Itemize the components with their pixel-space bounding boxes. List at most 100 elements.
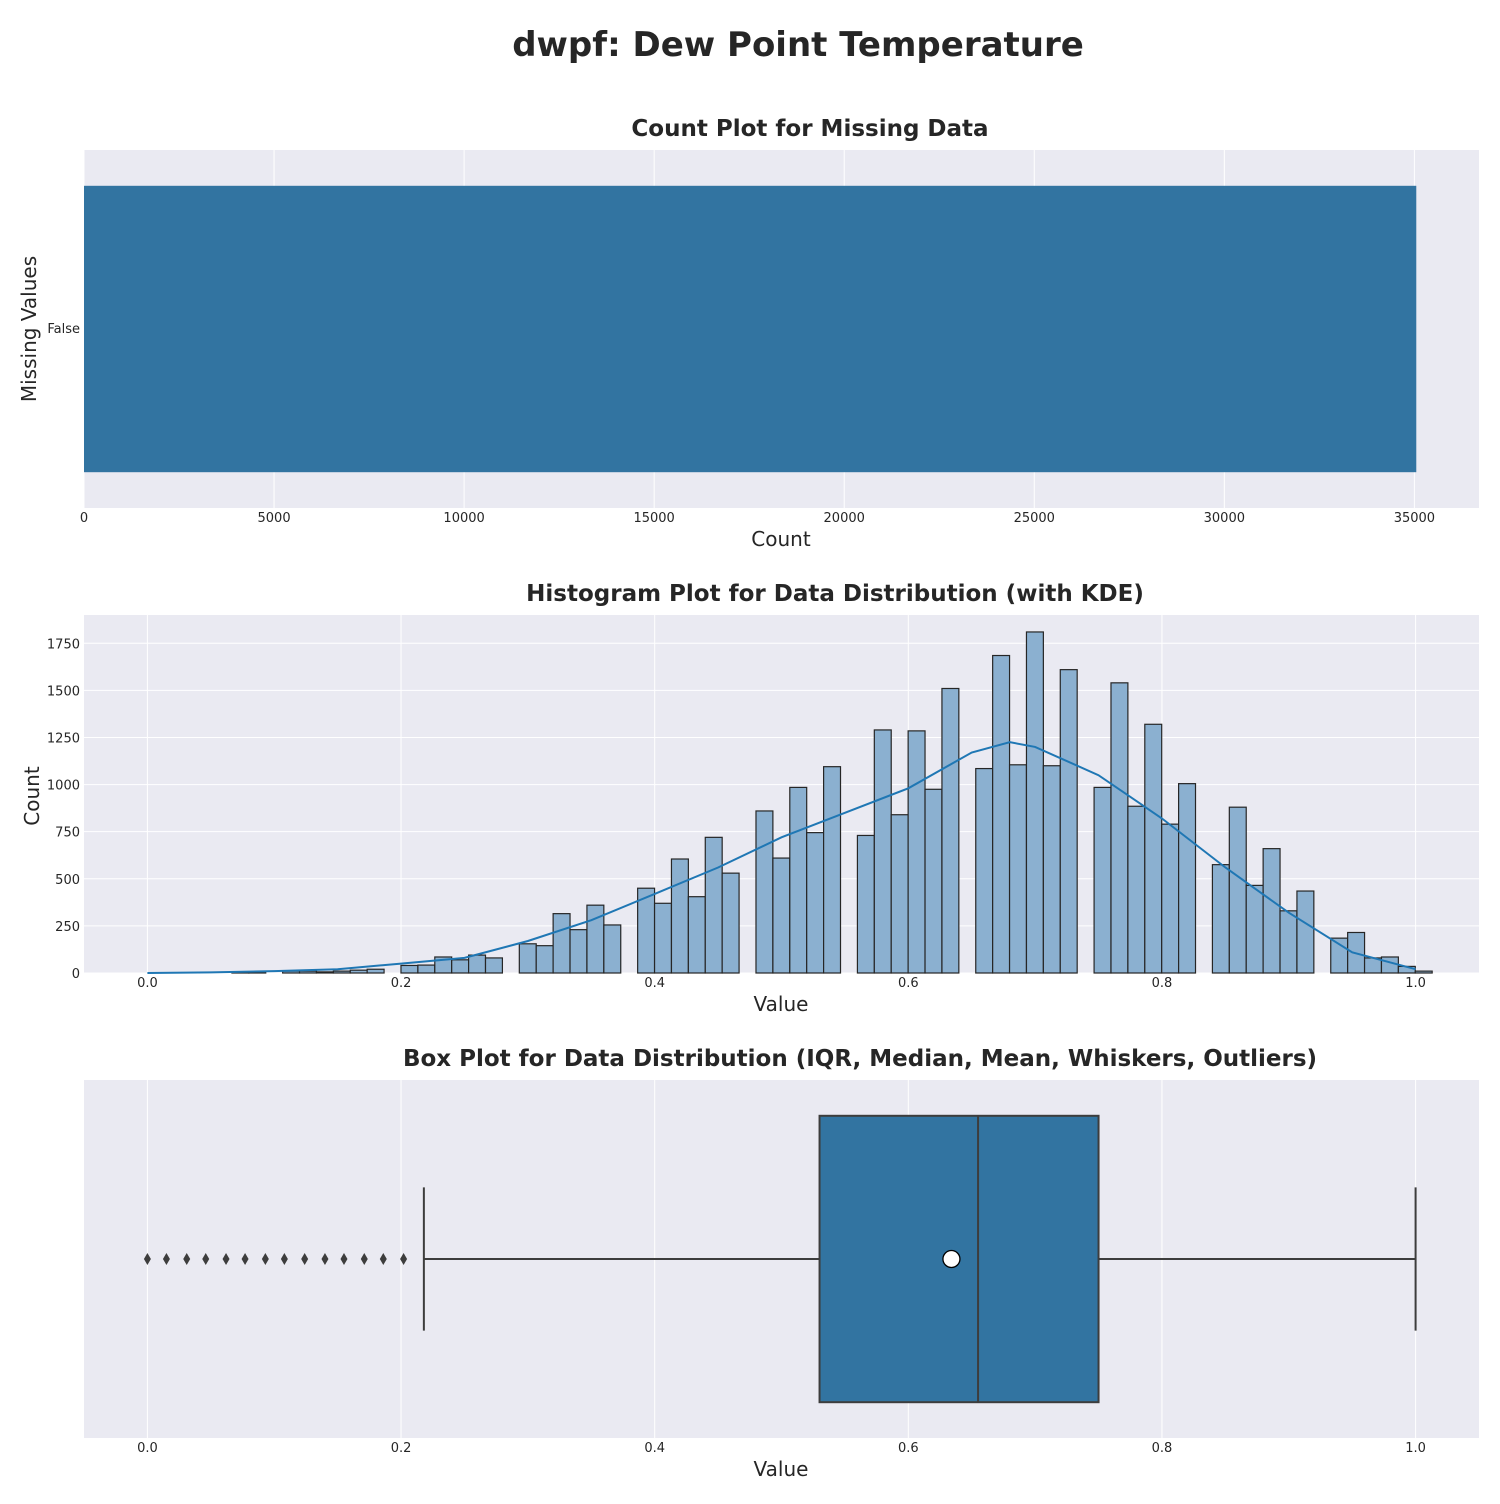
histogram-bar [1245, 884, 1264, 974]
histogram-x-axis-label: Value [754, 992, 809, 1016]
histogram-bar [823, 766, 842, 974]
count-plot-x-tick-label: 5000 [258, 511, 291, 526]
histogram-bar [670, 858, 689, 974]
outlier-marker [143, 1253, 151, 1265]
outlier-marker [241, 1253, 249, 1265]
count-plot-x-tick-label: 25000 [1014, 511, 1055, 526]
histogram-y-tick-label: 1000 [47, 779, 80, 794]
count-plot-x-tick-label: 30000 [1204, 511, 1245, 526]
histogram-x-tick-label: 0.8 [1152, 976, 1173, 991]
histogram-bar [535, 945, 554, 974]
count-plot: Count Plot for Missing Data 0 5000 10000 15… [17, 116, 1479, 551]
count-plot-x-axis-label: Count [751, 527, 811, 551]
count-plot-x-tick-label: 20000 [824, 511, 865, 526]
histogram-bar [332, 970, 351, 974]
count-plot-category-label: False [47, 322, 80, 337]
count-plot-x-tick-label: 35000 [1394, 511, 1435, 526]
histogram-bar [789, 786, 808, 974]
histogram-bar [1144, 723, 1163, 974]
histogram-bar [366, 968, 385, 974]
histogram-y-tick-label: 1750 [47, 637, 80, 652]
histogram-kde [147, 741, 1416, 974]
outlier-marker [202, 1253, 210, 1265]
count-plot-title: Count Plot for Missing Data [631, 116, 988, 142]
histogram-bar [907, 730, 926, 974]
outlier-marker [360, 1253, 368, 1265]
histogram-y-tick-label: 250 [55, 920, 80, 935]
histogram-bar [451, 959, 470, 974]
histogram-bars [231, 631, 1433, 974]
histogram-bar [1025, 631, 1044, 974]
histogram-bar [484, 957, 504, 974]
histogram-bar [1228, 806, 1247, 974]
histogram-bar [1262, 848, 1281, 974]
histogram-bar [755, 810, 774, 974]
histogram-x-tick-label: 0.6 [898, 976, 919, 991]
histogram-x-tick-label: 0.2 [391, 976, 412, 991]
outlier-marker [400, 1253, 408, 1265]
histogram-plot: Histogram Plot for Data Distribution (wi… [20, 581, 1479, 1016]
figure-title: dwpf: Dew Point Temperature [512, 25, 1084, 65]
box-plot-x-tick-label: 0.2 [391, 1441, 412, 1456]
count-bar [84, 185, 1417, 473]
histogram-bar [687, 896, 706, 974]
box-plot-elements [143, 1114, 1417, 1404]
outlier-marker [162, 1253, 170, 1265]
outlier-marker [379, 1253, 387, 1265]
histogram-bar [400, 964, 419, 974]
histogram-bar [1008, 764, 1028, 974]
histogram-y-tick-label: 750 [55, 826, 80, 841]
histogram-bar [1279, 910, 1298, 974]
histogram-bar [806, 832, 825, 974]
histogram-bar [873, 729, 892, 974]
mean-marker [942, 1249, 961, 1269]
histogram-bar [721, 872, 740, 974]
histogram-y-tick-label: 500 [55, 873, 80, 888]
outlier-marker [261, 1253, 269, 1265]
histogram-bar [417, 964, 436, 974]
histogram-bar [924, 788, 943, 974]
histogram-bar [315, 971, 334, 974]
outlier-marker [321, 1253, 329, 1265]
box-plot-x-tick-label: 0.6 [898, 1441, 919, 1456]
box-plot-x-axis-label: Value [754, 1457, 809, 1481]
histogram-bar [1211, 864, 1230, 974]
histogram-bar [653, 902, 673, 974]
count-plot-x-tick-label: 0 [80, 511, 88, 526]
histogram-y-tick-label: 0 [72, 967, 80, 982]
histogram-bar [1059, 669, 1078, 974]
histogram-bar [856, 834, 875, 974]
histogram-bar [1380, 956, 1399, 974]
outlier-marker [222, 1253, 230, 1265]
histogram-bar [890, 814, 909, 974]
histogram-bar [569, 929, 588, 974]
histogram-bar [1093, 786, 1112, 974]
histogram-bar [704, 836, 723, 974]
histogram-bar [349, 969, 368, 974]
histogram-bar [468, 954, 487, 974]
histogram-bar [298, 970, 318, 974]
histogram-bar [772, 857, 791, 974]
histogram-bar [1178, 783, 1197, 974]
histogram-bar [975, 767, 994, 974]
histogram-x-tick-label: 1.0 [1405, 976, 1426, 991]
histogram-x-ticks: 0.0 0.2 0.4 0.6 0.8 1.0 [137, 976, 1426, 991]
count-plot-y-axis-label: Missing Values [17, 256, 41, 402]
box-plot-x-tick-label: 0.4 [644, 1441, 665, 1456]
histogram-bar [992, 654, 1011, 974]
histogram-bar [1414, 970, 1433, 974]
outlier-marker [301, 1253, 309, 1265]
histogram-bar [552, 913, 571, 974]
histogram-y-tick-label: 1500 [47, 684, 80, 699]
box-plot: Box Plot for Data Distribution (IQR, Med… [84, 1046, 1479, 1481]
histogram-y-axis-label: Count [20, 766, 44, 826]
box-plot-x-ticks: 0.0 0.2 0.4 0.6 0.8 1.0 [137, 1441, 1426, 1456]
histogram-bar [603, 924, 622, 974]
histogram-bar [1161, 823, 1180, 974]
outlier-marker [280, 1253, 288, 1265]
histogram-bar [1127, 805, 1146, 974]
box-plot-x-tick-label: 1.0 [1405, 1441, 1426, 1456]
count-plot-x-tick-label: 10000 [443, 511, 484, 526]
